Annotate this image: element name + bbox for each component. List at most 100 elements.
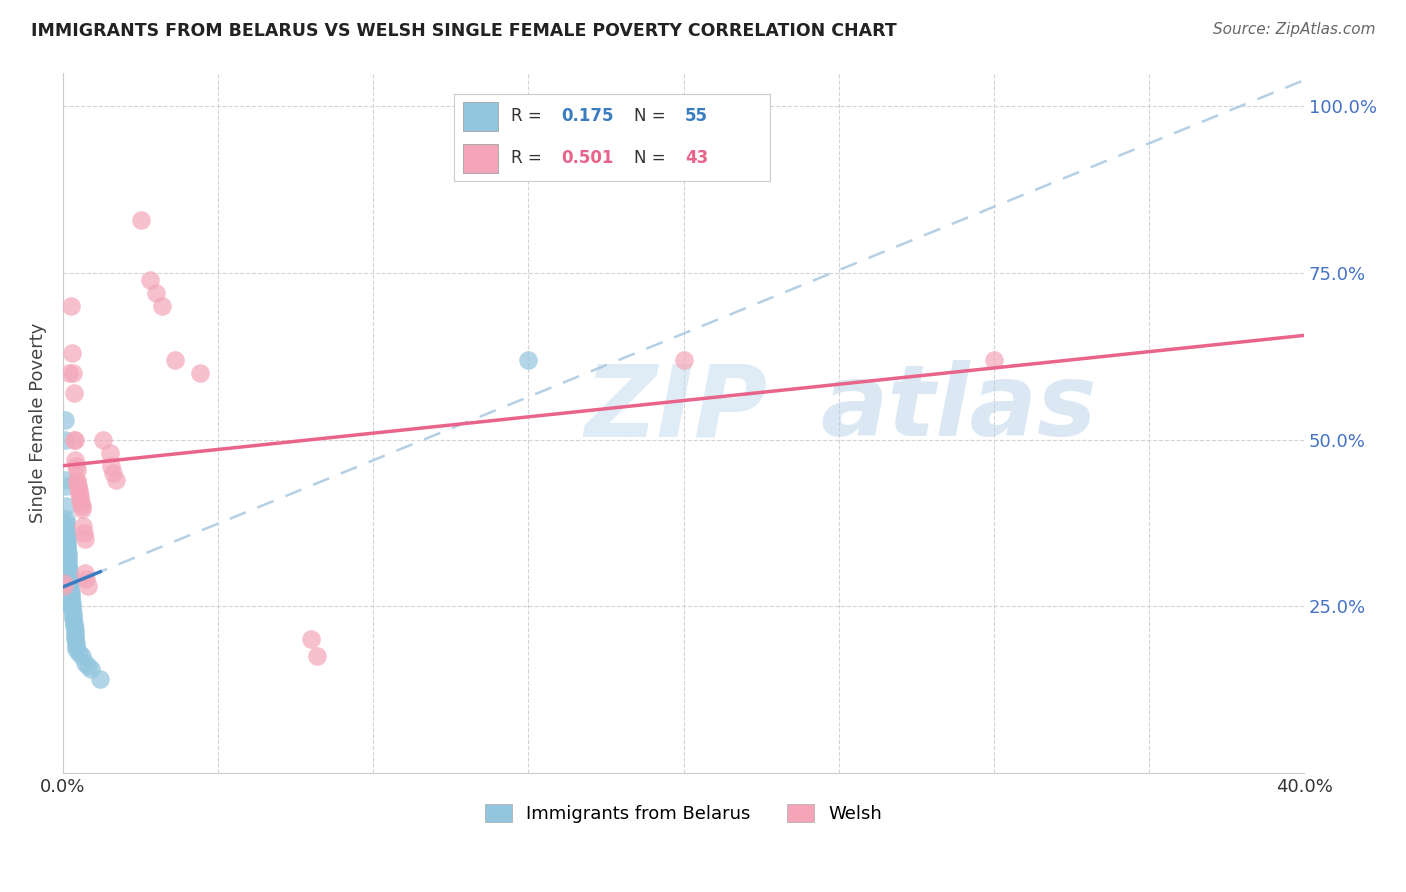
Point [60,346,83,360]
Point [70,649,93,664]
Point [55,525,77,540]
Point [69,489,91,503]
Point [62,612,84,626]
Point [67,483,90,497]
Point [59,575,82,590]
Legend: Immigrants from Belarus, Welsh: Immigrants from Belarus, Welsh [474,793,893,834]
Point [73,533,96,547]
Point [67,646,90,660]
Point [150,299,173,313]
Point [89,673,111,687]
Point [65,452,87,467]
Point [72,525,94,540]
Point [63,433,86,447]
Point [72,502,94,516]
Point [53,412,76,426]
Point [100,459,122,474]
Point [56,552,79,566]
Point [93,433,115,447]
Point [62,366,84,380]
Point [58,566,80,580]
Point [60,599,83,614]
Point [59,582,82,597]
Point [69,492,91,507]
Point [52,575,75,590]
Point [66,462,89,476]
Point [65,632,87,647]
Point [145,285,167,300]
Point [56,536,79,550]
Point [62,606,84,620]
Point [58,562,80,576]
Point [63,619,86,633]
Point [65,639,87,653]
Point [56,539,79,553]
Point [63,625,86,640]
Point [65,459,87,474]
Text: IMMIGRANTS FROM BELARUS VS WELSH SINGLE FEMALE POVERTY CORRELATION CHART: IMMIGRANTS FROM BELARUS VS WELSH SINGLE … [31,22,897,40]
Point [56,549,79,563]
Point [58,573,80,587]
Point [307,649,329,664]
Point [63,433,86,447]
Point [63,385,86,400]
Point [129,212,152,227]
Point [67,486,90,500]
Point [163,352,186,367]
Point [59,586,82,600]
Point [60,589,83,603]
Point [56,542,79,557]
Text: ZIP: ZIP [585,360,768,458]
Point [58,559,80,574]
Point [55,529,77,543]
Point [66,479,89,493]
Point [53,473,76,487]
Point [60,592,83,607]
Point [70,499,93,513]
Point [139,272,162,286]
Point [65,642,87,657]
Y-axis label: Single Female Poverty: Single Female Poverty [30,323,46,523]
Point [299,632,322,647]
Point [75,566,97,580]
Point [53,596,76,610]
Point [72,519,94,533]
Point [55,499,77,513]
Point [58,569,80,583]
Point [65,636,87,650]
Text: Source: ZipAtlas.com: Source: ZipAtlas.com [1212,22,1375,37]
Point [55,519,77,533]
Point [55,516,77,530]
Point [63,629,86,643]
Point [672,352,695,367]
Point [55,479,77,493]
Point [101,466,124,480]
Point [104,473,127,487]
Point [73,656,96,670]
Point [52,575,75,590]
Point [53,579,76,593]
Point [517,352,540,367]
Point [188,366,211,380]
Point [53,433,76,447]
Point [59,579,82,593]
Text: atlas: atlas [820,360,1097,458]
Point [76,579,98,593]
Point [53,586,76,600]
Point [70,496,93,510]
Point [56,556,79,570]
Point [58,366,80,380]
Point [56,533,79,547]
Point [56,546,79,560]
Point [63,615,86,630]
Point [62,609,84,624]
Point [80,662,103,676]
Point [66,473,89,487]
Point [98,446,121,460]
Point [983,352,1005,367]
Point [59,299,82,313]
Point [66,475,89,490]
Point [75,573,97,587]
Point [76,659,98,673]
Point [60,596,83,610]
